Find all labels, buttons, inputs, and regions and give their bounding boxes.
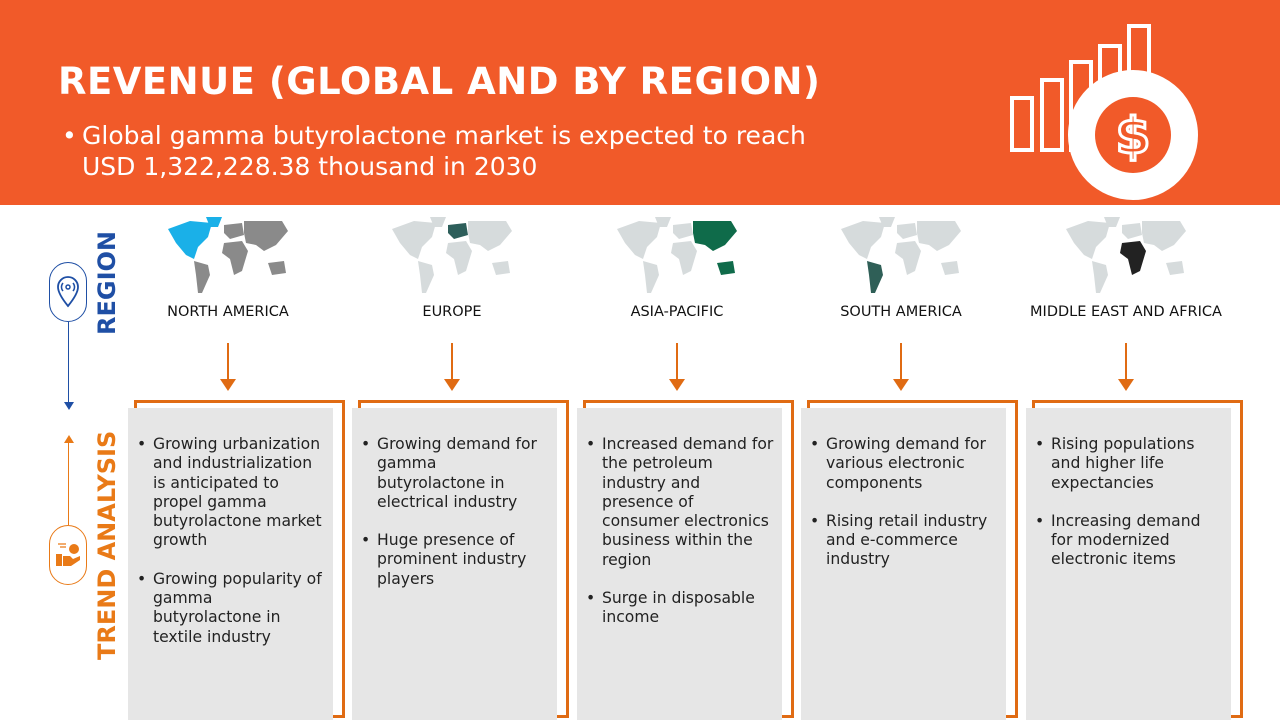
trend-item: Increased demand for the petroleum indus… — [586, 435, 774, 570]
down-arrow-icon — [893, 343, 909, 391]
card-bracket — [1032, 400, 1243, 718]
region-name: ASIA-PACIFIC — [630, 304, 724, 320]
trend-item: Rising retail industry and e-commerce in… — [810, 512, 998, 570]
trend-pill — [49, 525, 87, 585]
headline-bullet: • Global gamma butyrolactone market is ex… — [62, 120, 822, 182]
world-map-2 — [617, 217, 737, 293]
continent-af — [1120, 241, 1146, 275]
page-title: REVENUE (GLOBAL AND BY REGION) — [58, 60, 821, 103]
trend-item: Growing demand for various electronic co… — [810, 435, 998, 493]
trend-item: Surge in disposable income — [586, 589, 774, 628]
trend-item: Growing demand for gamma butyrolactone i… — [361, 435, 549, 512]
continent-na — [168, 221, 212, 259]
continent-gl — [1104, 217, 1120, 227]
region-name: EUROPE — [422, 304, 482, 320]
region-connector — [68, 322, 69, 404]
continent-sa — [643, 261, 659, 293]
continent-au — [492, 261, 510, 275]
trend-item: Increasing demand for modernized electro… — [1035, 512, 1223, 570]
continent-gl — [430, 217, 446, 227]
continent-sa — [194, 261, 210, 293]
continent-gl — [879, 217, 895, 227]
down-arrow-icon — [444, 343, 460, 391]
world-map-1 — [392, 217, 512, 293]
continent-sa — [1092, 261, 1108, 293]
continent-au — [1166, 261, 1184, 275]
continent-eu — [448, 223, 468, 239]
trend-card: Growing urbanization and industrializati… — [128, 408, 333, 720]
region-label: REGION — [93, 231, 121, 335]
continent-na — [1066, 221, 1110, 259]
card-bracket — [807, 400, 1018, 718]
continent-af — [671, 241, 697, 275]
trend-item: Growing urbanization and industrializati… — [137, 435, 325, 551]
continent-na — [841, 221, 885, 259]
card-bracket — [134, 400, 345, 718]
world-map-3 — [841, 217, 961, 293]
trend-item: Huge presence of prominent industry play… — [361, 531, 549, 589]
region-name: NORTH AMERICA — [167, 304, 289, 320]
world-map-0 — [168, 217, 288, 293]
continent-as — [244, 221, 288, 251]
card-bracket — [583, 400, 794, 718]
region-name: MIDDLE EAST AND AFRICA — [1030, 304, 1222, 320]
region-pill — [49, 262, 87, 322]
down-arrow-icon — [669, 343, 685, 391]
hand-coin-icon — [56, 543, 80, 566]
trend-arrowhead — [64, 435, 74, 443]
continent-af — [895, 241, 921, 275]
location-pin-icon — [57, 276, 79, 308]
trend-item: Rising populations and higher life expec… — [1035, 435, 1223, 493]
continent-eu — [1122, 223, 1142, 239]
continent-as — [468, 221, 512, 251]
headline-text: Global gamma butyrolactone market is exp… — [82, 121, 806, 181]
trend-card: Growing demand for various electronic co… — [801, 408, 1006, 720]
continent-au — [717, 261, 735, 275]
header-banner: REVENUE (GLOBAL AND BY REGION) • Global g… — [0, 0, 1280, 205]
continent-sa — [867, 261, 883, 293]
continent-eu — [224, 223, 244, 239]
world-map-4 — [1066, 217, 1186, 293]
region-name: SOUTH AMERICA — [840, 304, 962, 320]
region-arrowhead — [64, 402, 74, 410]
card-bracket — [358, 400, 569, 718]
down-arrow-icon — [1118, 343, 1134, 391]
continent-sa — [418, 261, 434, 293]
continent-as — [693, 221, 737, 251]
trend-card: Growing demand for gamma butyrolactone i… — [352, 408, 557, 720]
revenue-growth-dollar-icon: $ — [1010, 24, 1198, 200]
continent-af — [446, 241, 472, 275]
svg-text:$: $ — [1116, 107, 1151, 165]
continent-af — [222, 241, 248, 275]
continent-eu — [897, 223, 917, 239]
continent-as — [917, 221, 961, 251]
trend-connector — [68, 443, 69, 525]
down-arrow-icon — [220, 343, 236, 391]
trend-card: Increased demand for the petroleum indus… — [577, 408, 782, 720]
continent-as — [1142, 221, 1186, 251]
continent-gl — [655, 217, 671, 227]
continent-eu — [673, 223, 693, 239]
trend-analysis-label: TREND ANALYSIS — [93, 430, 121, 660]
continent-na — [392, 221, 436, 259]
continent-na — [617, 221, 661, 259]
continent-au — [941, 261, 959, 275]
continent-au — [268, 261, 286, 275]
continent-gl — [206, 217, 222, 227]
trend-item: Growing popularity of gamma butyrolacton… — [137, 570, 325, 647]
trend-card: Rising populations and higher life expec… — [1026, 408, 1231, 720]
